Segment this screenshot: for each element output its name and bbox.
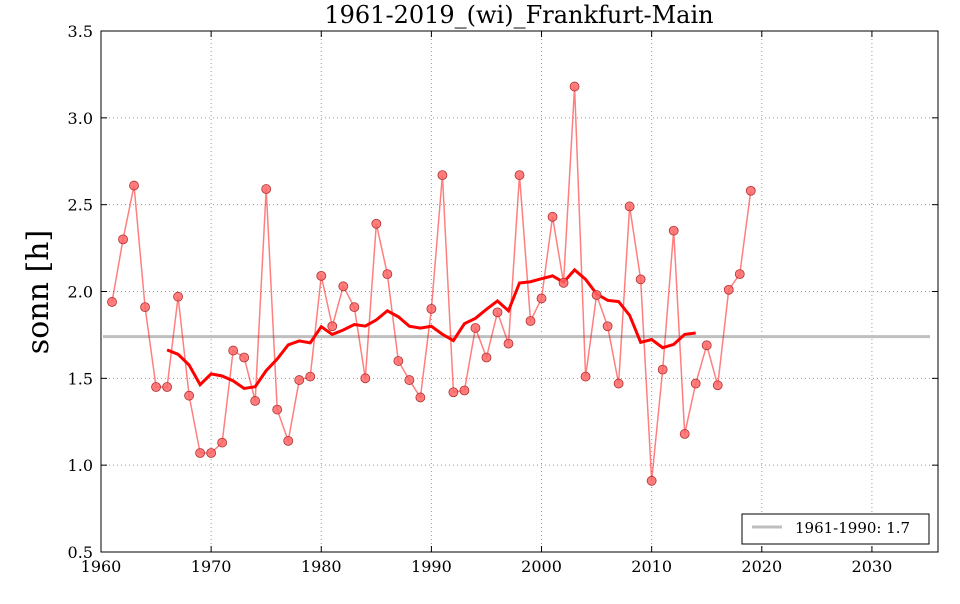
data-point (415, 392, 426, 403)
x-tick-label: 2000 (521, 557, 562, 576)
x-tick-label: 2020 (741, 557, 782, 576)
legend-box (741, 513, 930, 545)
moving-average-line (166, 267, 696, 391)
data-point (162, 382, 172, 392)
data-point (283, 435, 294, 446)
data-point (635, 274, 646, 285)
data-point (602, 321, 613, 332)
data-point (349, 302, 360, 313)
data-point (503, 338, 514, 349)
x-tick-label: 2030 (852, 557, 893, 576)
chart-title: 1961-2019_(wi)_Frankfurt-Main (324, 1, 713, 29)
legend: 1961-1990: 1.7 (741, 513, 930, 545)
x-tick-label: 2010 (631, 557, 672, 576)
data-point (492, 307, 503, 318)
data-point (558, 277, 569, 288)
data-point (459, 385, 470, 396)
data-point (382, 269, 393, 280)
data-point (294, 375, 305, 385)
chart-marks (103, 81, 930, 486)
data-point (712, 380, 723, 391)
data-point (668, 225, 679, 236)
data-point (371, 218, 382, 229)
data-point (547, 211, 558, 222)
data-point (481, 352, 492, 363)
data-point (129, 180, 139, 191)
y-tick-label: 3.0 (68, 109, 93, 128)
data-point (107, 297, 117, 307)
data-point (173, 291, 183, 302)
data-point (118, 234, 128, 245)
data-point (514, 170, 525, 181)
x-tick-label: 1970 (191, 557, 232, 576)
y-tick-label: 2.5 (68, 196, 93, 215)
data-point (679, 429, 690, 439)
data-point (151, 382, 161, 392)
data-point (624, 201, 635, 212)
data-point (261, 184, 272, 194)
data-point (437, 170, 448, 181)
data-point (338, 281, 349, 292)
data-point (184, 390, 195, 401)
data-point (217, 437, 228, 448)
data-point (745, 185, 756, 196)
axis-ticks: 1960 1970 1980 1990 2000 2010 2020 2030 0.5 1.0 1.… (68, 22, 938, 576)
plot-frame (100, 30, 939, 553)
data-point (426, 303, 437, 314)
data-point (228, 345, 239, 356)
data-point (448, 387, 459, 398)
y-tick-label: 2.0 (68, 283, 93, 302)
data-point (723, 284, 734, 295)
data-point (404, 375, 415, 385)
data-point (525, 316, 536, 326)
data-point (657, 364, 668, 375)
data-point (569, 81, 580, 92)
data-point (613, 378, 624, 389)
data-point (393, 356, 404, 366)
y-axis-label: sonn [h] (21, 230, 56, 354)
y-tick-label: 3.5 (68, 22, 93, 41)
data-point (206, 448, 217, 458)
data-point (195, 448, 206, 458)
y-tick-label: 1.0 (68, 456, 93, 475)
data-point (536, 293, 547, 304)
data-point (316, 270, 327, 281)
data-point (239, 352, 250, 363)
data-point (140, 302, 150, 313)
x-tick-label: 1980 (301, 557, 342, 576)
data-point (327, 321, 338, 332)
data-point (250, 396, 261, 406)
grid (100, 30, 938, 553)
x-tick-label: 1990 (411, 557, 452, 576)
data-point (690, 378, 701, 389)
y-tick-label: 0.5 (68, 543, 93, 562)
y-tick-label: 1.5 (68, 369, 93, 388)
data-point (734, 269, 745, 280)
legend-entry: 1961-1990: 1.7 (795, 519, 910, 537)
x-tick-label: 1960 (81, 557, 122, 576)
data-point (470, 323, 481, 333)
data-point (701, 340, 712, 351)
data-point (360, 373, 371, 384)
data-point (646, 475, 657, 486)
data-point (272, 404, 283, 415)
data-point (580, 371, 591, 382)
data-point (305, 371, 316, 382)
data-point (591, 290, 602, 300)
